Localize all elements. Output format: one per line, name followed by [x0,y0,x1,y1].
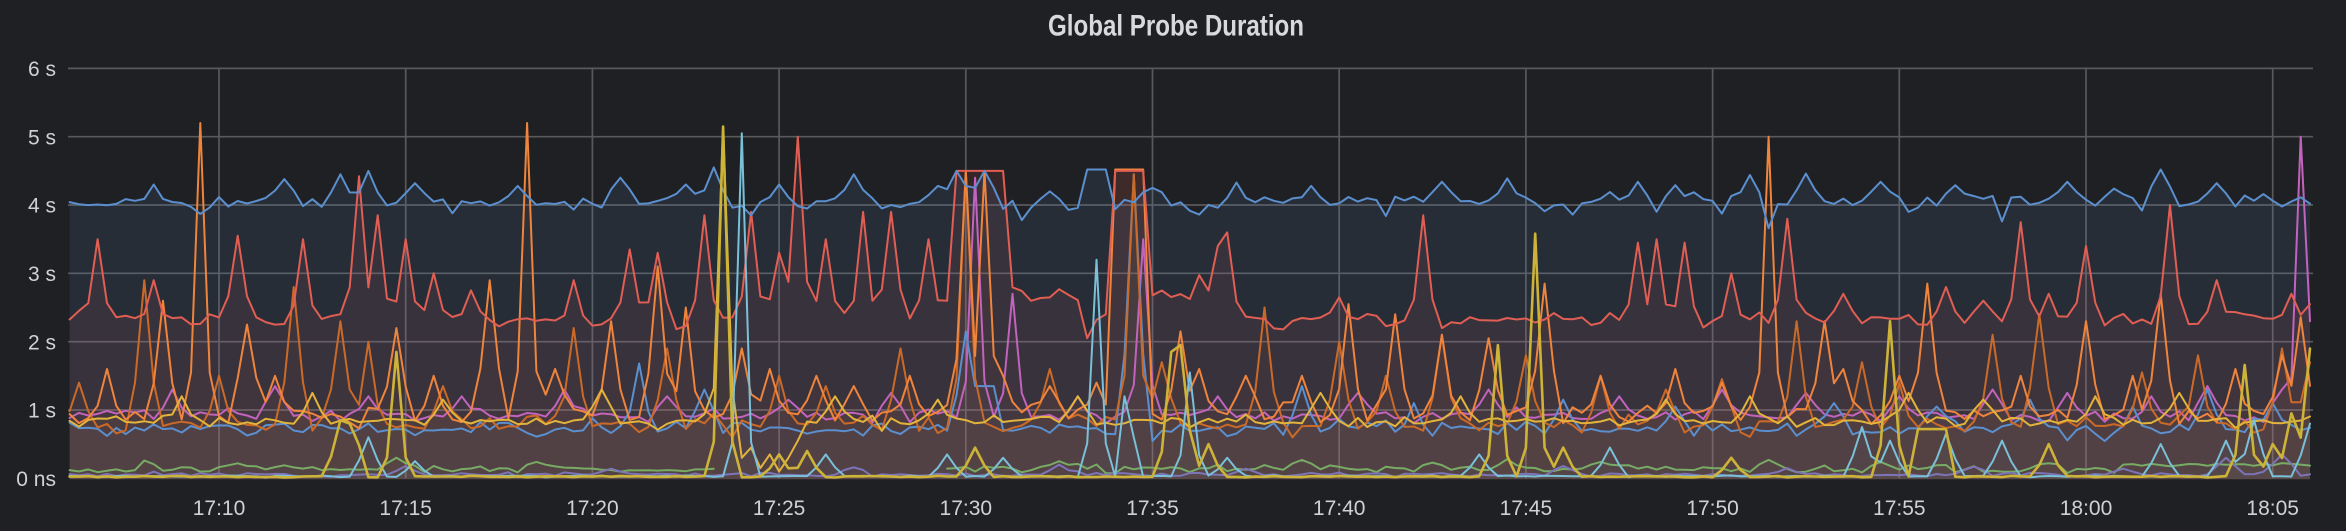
svg-text:17:10: 17:10 [193,497,246,520]
svg-text:17:40: 17:40 [1313,497,1366,520]
svg-text:0 ns: 0 ns [16,468,56,491]
svg-text:17:35: 17:35 [1126,497,1179,520]
svg-text:17:50: 17:50 [1686,497,1739,520]
svg-text:1 s: 1 s [28,400,56,423]
svg-text:5 s: 5 s [28,126,56,149]
svg-text:18:05: 18:05 [2246,497,2299,520]
svg-text:17:15: 17:15 [379,497,432,520]
svg-text:17:25: 17:25 [753,497,806,520]
svg-text:17:20: 17:20 [566,497,619,520]
svg-text:6 s: 6 s [28,58,56,81]
svg-text:18:00: 18:00 [2060,497,2113,520]
svg-text:17:55: 17:55 [1873,497,1926,520]
svg-text:4 s: 4 s [28,195,56,218]
svg-text:17:30: 17:30 [940,497,993,520]
svg-text:17:45: 17:45 [1500,497,1553,520]
svg-text:Global Probe Duration: Global Probe Duration [1048,10,1304,43]
svg-text:3 s: 3 s [28,263,56,286]
svg-text:2 s: 2 s [28,331,56,354]
